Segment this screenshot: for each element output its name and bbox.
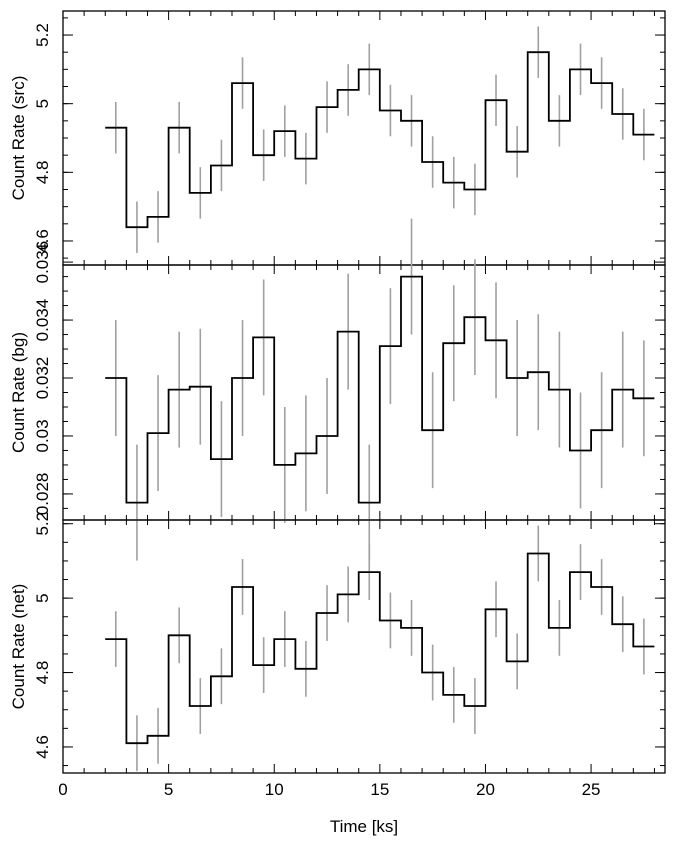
- y-tick-label: 0.03: [33, 419, 52, 452]
- y-tick-label: 4.6: [33, 735, 52, 759]
- x-tick-label: 15: [370, 780, 389, 799]
- y-tick-label: 0.028: [33, 473, 52, 516]
- x-tick-label: 0: [58, 780, 67, 799]
- step-line-net: [105, 552, 655, 745]
- y-tick-label: 5.2: [33, 512, 52, 536]
- x-tick-label: 25: [582, 780, 601, 799]
- y-tick-label: 0.036: [33, 241, 52, 284]
- x-axis-title: Time [ks]: [330, 817, 398, 836]
- plot-frame-bg: [62, 264, 666, 521]
- step-line-src: [105, 51, 655, 229]
- plot-frame-src: [62, 10, 666, 266]
- y-tick-label: 5: [33, 99, 52, 108]
- y-tick-label: 5: [33, 593, 52, 602]
- y-tick-label: 4.8: [33, 661, 52, 685]
- plot-frame-net: [62, 519, 666, 774]
- x-tick-label: 5: [164, 780, 173, 799]
- y-tick-label: 4.8: [33, 161, 52, 185]
- step-line-bg: [105, 275, 655, 504]
- y-axis-title-bg: Count Rate (bg): [9, 332, 28, 453]
- y-axis-title-net: Count Rate (net): [9, 584, 28, 710]
- y-axis-title-src: Count Rate (src): [9, 76, 28, 201]
- x-tick-label: 20: [476, 780, 495, 799]
- y-tick-label: 4.6: [33, 229, 52, 253]
- y-tick-label: 5.2: [33, 23, 52, 47]
- y-tick-label: 0.034: [33, 299, 52, 342]
- y-tick-label: 0.032: [33, 357, 52, 400]
- x-tick-label: 10: [265, 780, 284, 799]
